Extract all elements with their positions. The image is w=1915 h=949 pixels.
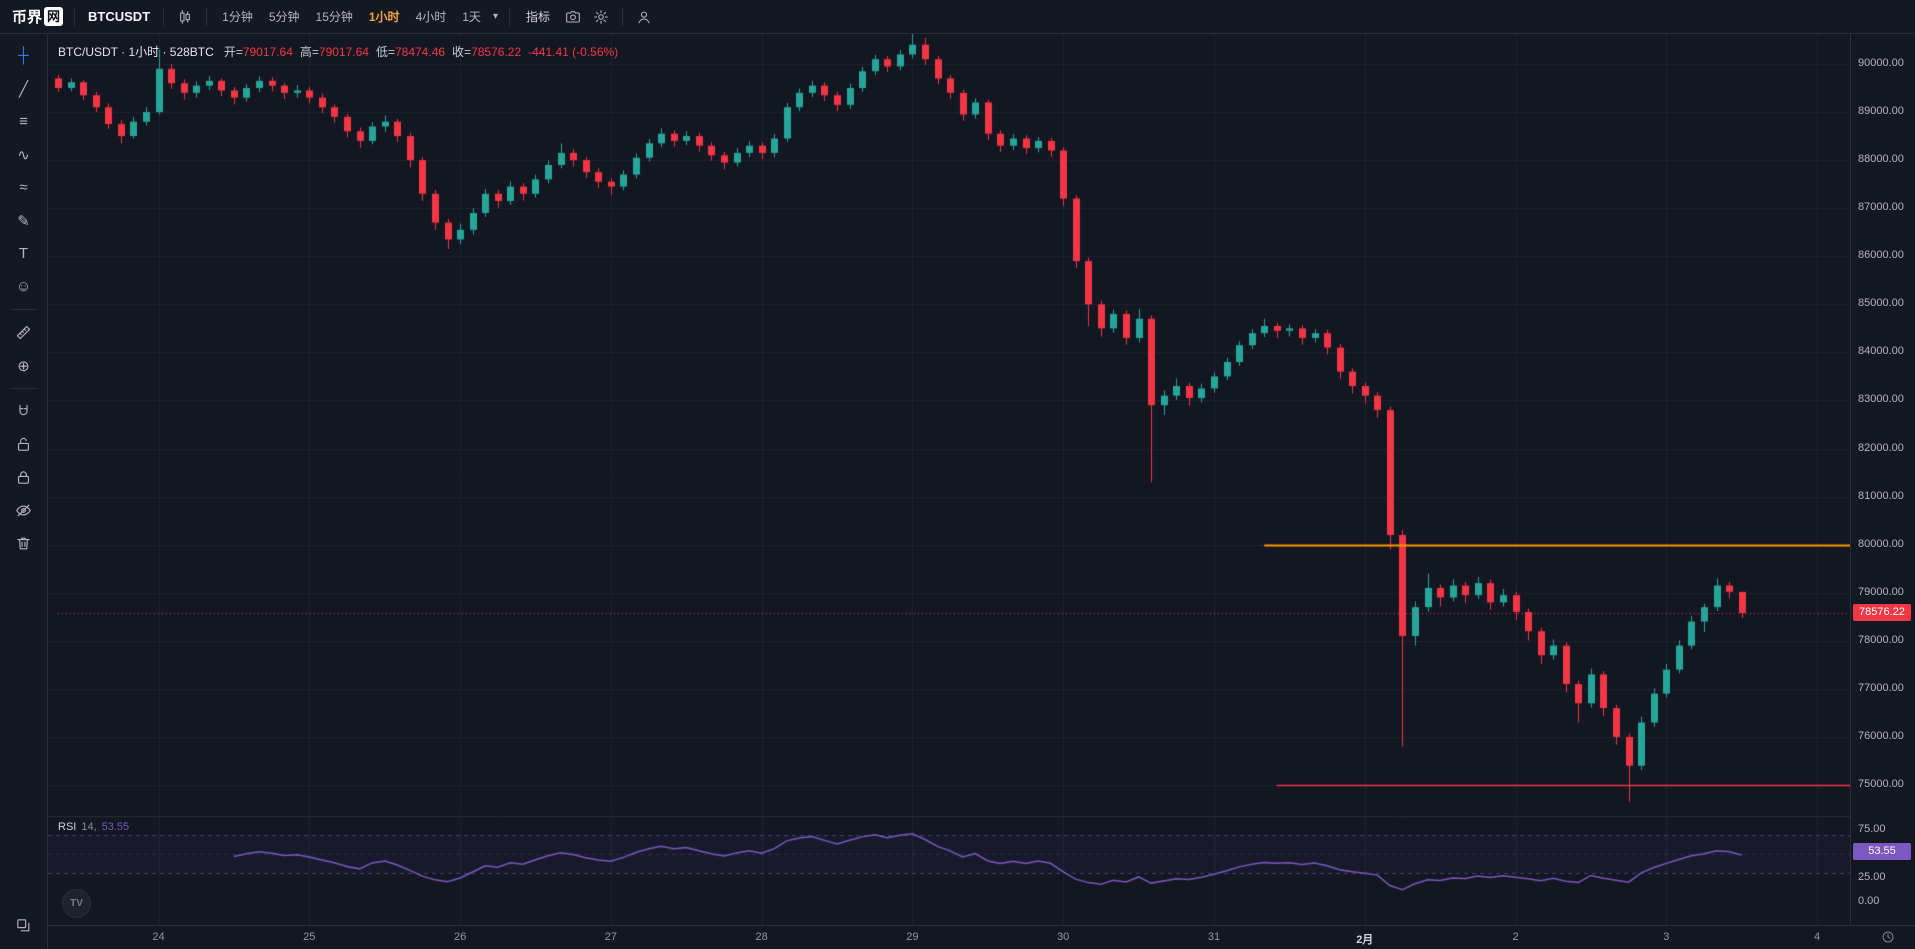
time-label-26: 26 bbox=[453, 931, 467, 943]
price-tick: 79000.00 bbox=[1858, 585, 1904, 598]
legend-title: BTC/USDT · 1小时 · 528BTC bbox=[58, 45, 214, 59]
top-toolbar: 币界网 BTCUSDT 1分钟 5分钟 15分钟 1小时 4小时 1天 ▾ 指标 bbox=[0, 0, 1915, 34]
toolbar-divider bbox=[10, 388, 37, 389]
main-body: ┼ ╱ ≡ ∿ ≈ ✎ T ☺ ⊕ BTC/USDT · 1小时 · 528BTC 开=7901… bbox=[0, 34, 1915, 949]
rsi-tick: 75.00 bbox=[1858, 823, 1886, 835]
drawing-toolbar: ┼ ╱ ≡ ∿ ≈ ✎ T ☺ ⊕ bbox=[0, 34, 48, 949]
emoji-icon[interactable]: ☺ bbox=[15, 278, 32, 295]
rsi-value: 53.55 bbox=[101, 821, 130, 833]
timeframe-1小时[interactable]: 1小时 bbox=[368, 10, 400, 24]
measure-icon[interactable] bbox=[7, 317, 41, 348]
price-tick: 80000.00 bbox=[1858, 537, 1904, 550]
rsi-value-badge: 53.55 bbox=[1853, 842, 1911, 860]
timeframe-1天[interactable]: 1天 bbox=[462, 10, 481, 24]
lock-icon[interactable] bbox=[7, 462, 41, 493]
price-tick: 89000.00 bbox=[1858, 105, 1904, 118]
time-label-28: 28 bbox=[755, 931, 768, 943]
object-tree-icon[interactable] bbox=[7, 910, 41, 941]
price-tick: 85000.00 bbox=[1858, 297, 1904, 310]
camera-icon[interactable] bbox=[559, 3, 587, 31]
legend-high: 高=79017.64 bbox=[299, 45, 369, 59]
rsi-period: 14, bbox=[81, 821, 97, 833]
price-tick: 78000.00 bbox=[1858, 633, 1904, 646]
legend-change: -441.41 (-0.56%) bbox=[528, 44, 619, 59]
toolbar-right-icons bbox=[559, 3, 658, 31]
crosshair-icon[interactable]: ┼ bbox=[18, 47, 29, 64]
separator bbox=[621, 7, 623, 26]
brush-icon[interactable]: ✎ bbox=[17, 212, 30, 230]
time-label-31: 31 bbox=[1207, 931, 1221, 943]
timeframe-1分钟[interactable]: 1分钟 bbox=[222, 10, 253, 24]
time-label-25: 25 bbox=[303, 931, 316, 943]
timeframe-5分钟[interactable]: 5分钟 bbox=[268, 10, 300, 24]
legend-open: 开=79017.64 bbox=[223, 45, 293, 59]
trend-line-icon[interactable]: ╱ bbox=[18, 80, 29, 98]
site-logo[interactable]: 币界网 bbox=[8, 6, 67, 27]
timeframe-dropdown[interactable]: ▾ bbox=[492, 11, 498, 22]
toolbar-divider bbox=[10, 309, 37, 310]
tradingview-logo[interactable]: TV bbox=[62, 889, 91, 918]
time-axis[interactable]: 24 25 26 27 28 29 30 31 2月 2 3 4 bbox=[48, 925, 1915, 949]
price-tick: 77000.00 bbox=[1858, 681, 1904, 694]
text-icon[interactable]: T bbox=[18, 245, 29, 262]
time-label-27: 27 bbox=[604, 931, 617, 943]
rsi-title: RSI bbox=[58, 821, 77, 833]
timeframe-group: 1分钟 5分钟 15分钟 1小时 4小时 1天 bbox=[214, 0, 489, 34]
clock-icon[interactable] bbox=[1881, 930, 1895, 947]
indicators-button[interactable]: 指标 bbox=[525, 10, 550, 24]
site-logo-text: 币界 bbox=[12, 9, 43, 26]
chart-area: BTC/USDT · 1小时 · 528BTC 开=79017.64 高=790… bbox=[48, 34, 1915, 949]
delete-icon[interactable] bbox=[7, 528, 41, 559]
timeframe-4小时[interactable]: 4小时 bbox=[415, 10, 447, 24]
price-tick: 83000.00 bbox=[1858, 393, 1904, 406]
time-label-24: 24 bbox=[152, 931, 165, 943]
price-tick: 82000.00 bbox=[1858, 441, 1904, 454]
price-tick: 76000.00 bbox=[1858, 729, 1904, 742]
time-label-2月: 2月 bbox=[1356, 934, 1374, 946]
drawing-lock-icon[interactable] bbox=[7, 429, 41, 460]
zoom-in-icon[interactable]: ⊕ bbox=[17, 357, 30, 375]
time-label-4: 4 bbox=[1814, 931, 1821, 943]
rsi-tick: 0.00 bbox=[1858, 895, 1880, 907]
separator bbox=[163, 7, 165, 26]
pattern-icon[interactable]: ∿ bbox=[17, 146, 30, 164]
chart-legend: BTC/USDT · 1小时 · 528BTC 开=79017.64 高=790… bbox=[58, 43, 618, 60]
time-label-29: 29 bbox=[906, 931, 919, 943]
price-axis[interactable]: 78576.22 53.55 90000.00 89000.00 88000.00 8… bbox=[1850, 34, 1915, 925]
separator bbox=[206, 7, 208, 26]
candles-style-icon[interactable] bbox=[171, 3, 199, 31]
time-label-3: 3 bbox=[1663, 931, 1670, 943]
time-label-2: 2 bbox=[1512, 931, 1519, 943]
user-icon[interactable] bbox=[630, 3, 658, 31]
price-tick: 81000.00 bbox=[1858, 489, 1904, 502]
elliott-wave-icon[interactable]: ≈ bbox=[19, 179, 28, 196]
time-label-30: 30 bbox=[1057, 931, 1070, 943]
price-tick: 87000.00 bbox=[1858, 201, 1904, 214]
separator bbox=[74, 7, 76, 26]
legend-close: 收=78576.22 bbox=[452, 45, 522, 59]
fib-retracement-icon[interactable]: ≡ bbox=[19, 113, 28, 130]
price-tick: 86000.00 bbox=[1858, 249, 1904, 262]
site-logo-badge: 网 bbox=[44, 7, 64, 26]
price-tick: 84000.00 bbox=[1858, 345, 1904, 358]
rsi-tick: 25.00 bbox=[1858, 871, 1886, 883]
magnet-icon[interactable] bbox=[7, 396, 41, 427]
price-tick: 90000.00 bbox=[1858, 57, 1904, 69]
legend-low: 低=78474.46 bbox=[375, 45, 446, 59]
price-chart-canvas[interactable] bbox=[48, 34, 1850, 925]
timeframe-15分钟[interactable]: 15分钟 bbox=[315, 10, 353, 24]
symbol-button[interactable]: BTCUSDT bbox=[88, 9, 151, 24]
separator bbox=[508, 7, 510, 26]
last-price-badge: 78576.22 bbox=[1853, 604, 1911, 622]
price-tick: 75000.00 bbox=[1858, 777, 1904, 790]
rsi-legend: RSI 14, 53.55 bbox=[58, 821, 129, 833]
price-tick: 88000.00 bbox=[1858, 153, 1904, 166]
gear-icon[interactable] bbox=[587, 3, 615, 31]
hide-icon[interactable] bbox=[7, 495, 41, 526]
